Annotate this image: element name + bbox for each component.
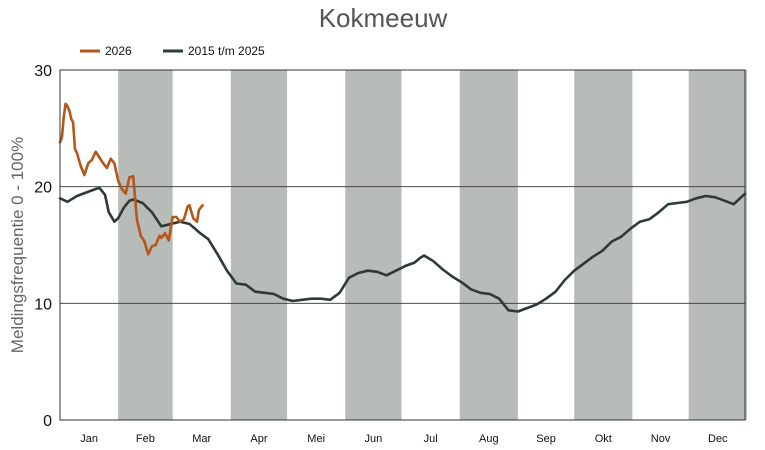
y-tick-label-10: 10 — [34, 296, 52, 313]
x-tick-label-mar: Mar — [192, 433, 211, 445]
month-band-okt — [574, 70, 633, 420]
legend-label-2015-2025: 2015 t/m 2025 — [188, 44, 265, 58]
tick-labels: Jan Feb Mar Apr Mei Jun Jul Aug Sep Okt Nov Dec 0 10 2… — [34, 63, 728, 445]
x-tick-label-apr: Apr — [250, 433, 267, 445]
plot-frame — [59, 69, 746, 421]
y-tick-label-0: 0 — [43, 413, 52, 430]
y-tick-label-30: 30 — [34, 63, 52, 80]
gridlines — [60, 186, 745, 304]
x-tick-label-jan: Jan — [80, 433, 98, 445]
x-tick-label-mei: Mei — [307, 433, 325, 445]
month-band-apr — [230, 70, 288, 420]
series-line-2015-t-m-2025 — [58, 186, 747, 313]
x-tick-label-aug: Aug — [479, 433, 499, 445]
x-tick-label-dec: Dec — [708, 433, 728, 445]
month-band-jun — [345, 70, 402, 420]
series-line-2026 — [58, 102, 204, 256]
month-band-dec — [688, 70, 747, 420]
series-lines — [58, 102, 747, 313]
month-band-aug — [459, 70, 518, 420]
chart-title: Kokmeeuw — [319, 3, 448, 33]
x-tick-label-sep: Sep — [536, 433, 556, 445]
x-tick-label-nov: Nov — [651, 433, 671, 445]
legend-label-2026: 2026 — [105, 44, 132, 58]
legend: 2026 2015 t/m 2025 — [80, 44, 265, 58]
y-tick-label-20: 20 — [34, 180, 52, 197]
month-bands — [118, 70, 747, 420]
x-tick-label-okt: Okt — [595, 433, 612, 445]
x-tick-label-jun: Jun — [365, 433, 383, 445]
y-axis-label: Meldingsfrequentie 0 - 100% — [8, 137, 27, 353]
x-tick-label-feb: Feb — [136, 433, 155, 445]
x-tick-label-jul: Jul — [424, 433, 438, 445]
